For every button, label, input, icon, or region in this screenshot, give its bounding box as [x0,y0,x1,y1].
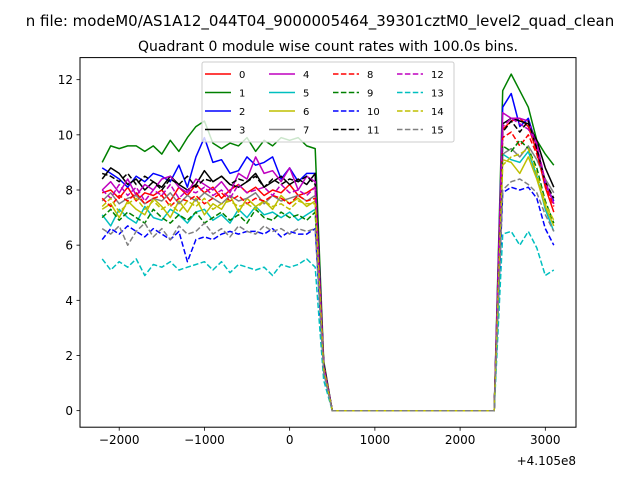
x-tick-label: 2000 [445,433,476,447]
legend-label-6: 6 [303,107,309,118]
y-axis-ticks: 0 2 4 6 8 10 12 [58,73,80,418]
y-tick-label: 8 [65,183,73,197]
legend-label-4: 4 [303,70,309,81]
legend-label-5: 5 [303,89,309,100]
y-tick-label: 10 [58,128,73,142]
legend-label-14: 14 [431,107,444,118]
legend-label-15: 15 [431,126,444,137]
x-tick-label: −2000 [99,433,140,447]
legend-label-8: 8 [367,70,373,81]
x-axis-ticks: −2000 −1000 0 1000 2000 3000 [99,427,561,447]
axes-frame [79,57,577,428]
figure-suptitle: n file: modeM0/AS1A12_044T04_9000005464_… [26,12,615,31]
x-tick-label: 3000 [530,433,561,447]
chart-title: Quadrant 0 module wise count rates with … [138,39,518,55]
series-line-15 [101,178,555,412]
legend-label-1: 1 [239,89,245,100]
legend-frame [201,61,455,143]
y-tick-label: 6 [65,239,73,253]
legend-label-0: 0 [239,70,245,81]
legend-label-3: 3 [239,126,245,137]
y-tick-label: 4 [65,294,73,308]
legend-label-9: 9 [367,89,373,100]
y-tick-label: 2 [65,349,73,363]
legend-label-2: 2 [239,107,245,118]
legend-label-13: 13 [431,89,444,100]
legend-label-10: 10 [367,107,380,118]
legend-label-12: 12 [431,70,444,81]
x-tick-label: 0 [286,433,294,447]
legend-label-11: 11 [367,126,380,137]
y-tick-label: 12 [58,73,73,87]
x-tick-label: 1000 [360,433,391,447]
plot-series-group [101,73,555,412]
legend-label-7: 7 [303,126,309,137]
x-axis-offset-label: +4.105e8 [517,454,576,468]
x-tick-label: −1000 [184,433,225,447]
y-tick-label: 0 [65,404,73,418]
series-line-14 [101,147,555,412]
